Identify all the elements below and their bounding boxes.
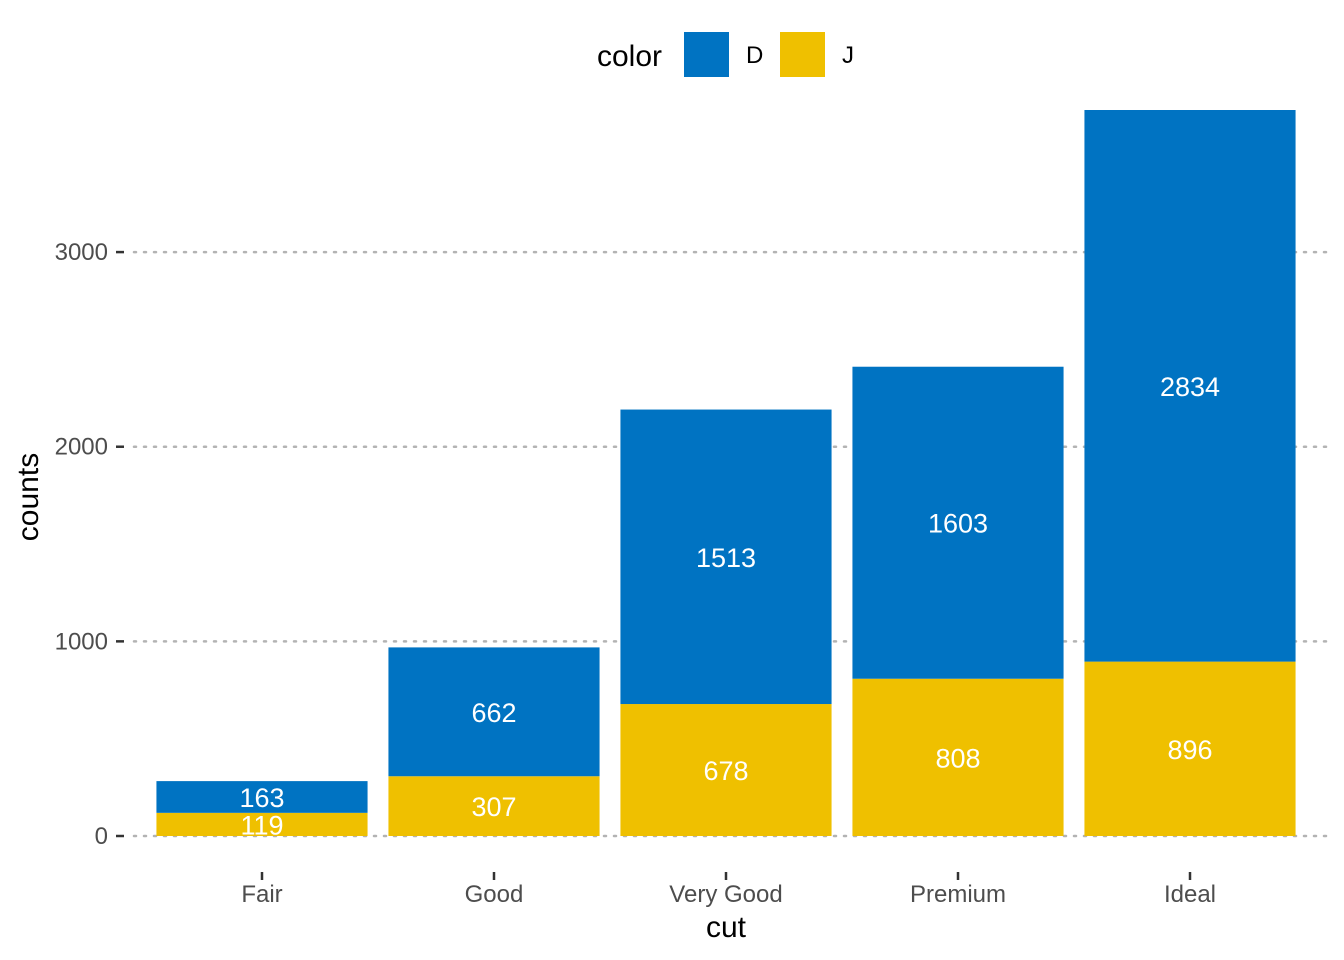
- bar-D-ideal: [1084, 110, 1296, 662]
- bar-J-very-good: [620, 704, 832, 836]
- legend-title: color: [597, 40, 662, 73]
- bar-value-label: 2834: [1160, 372, 1220, 402]
- x-axis: Fair Good Very Good Premium Ideal: [241, 872, 1216, 908]
- legend: color D J: [597, 32, 854, 77]
- y-tick-label: 0: [95, 823, 108, 850]
- bars: [156, 110, 1296, 836]
- bar-D-very-good: [620, 409, 832, 705]
- bar-value-label: 307: [471, 792, 516, 822]
- bar-D-premium: [852, 366, 1064, 679]
- y-axis: 0 1000 2000 3000: [55, 239, 124, 850]
- y-tick-label: 2000: [55, 434, 108, 461]
- x-axis-title: cut: [706, 911, 747, 944]
- bar-J-good: [388, 776, 600, 836]
- bar-value-label: 119: [240, 810, 283, 840]
- legend-label-D: D: [746, 42, 763, 69]
- bar-value-label: 1603: [928, 509, 988, 539]
- y-tick-label: 3000: [55, 239, 108, 266]
- bar-J-ideal: [1084, 661, 1296, 836]
- bar-J-fair: [156, 812, 368, 836]
- bar-D-fair: [156, 781, 368, 813]
- x-tick-label: Fair: [241, 881, 282, 908]
- legend-key-D: [684, 32, 729, 77]
- bar-J-premium: [852, 678, 1064, 836]
- legend-label-J: J: [842, 42, 854, 69]
- bar-value-label: 808: [935, 743, 980, 773]
- bar-value-label: 662: [471, 698, 516, 728]
- bar-value-label: 896: [1167, 735, 1212, 765]
- x-tick-label: Ideal: [1164, 881, 1216, 908]
- bar-value-label: 678: [703, 756, 748, 786]
- bar-value-label: 163: [239, 783, 284, 813]
- x-tick-label: Good: [465, 881, 524, 908]
- y-axis-title: counts: [12, 453, 45, 541]
- x-tick-label: Premium: [910, 881, 1006, 908]
- bar-value-label: 1513: [696, 543, 756, 573]
- bar-D-good: [388, 647, 600, 777]
- y-tick-label: 1000: [55, 628, 108, 655]
- legend-key-J: [780, 32, 825, 77]
- x-tick-label: Very Good: [669, 881, 782, 908]
